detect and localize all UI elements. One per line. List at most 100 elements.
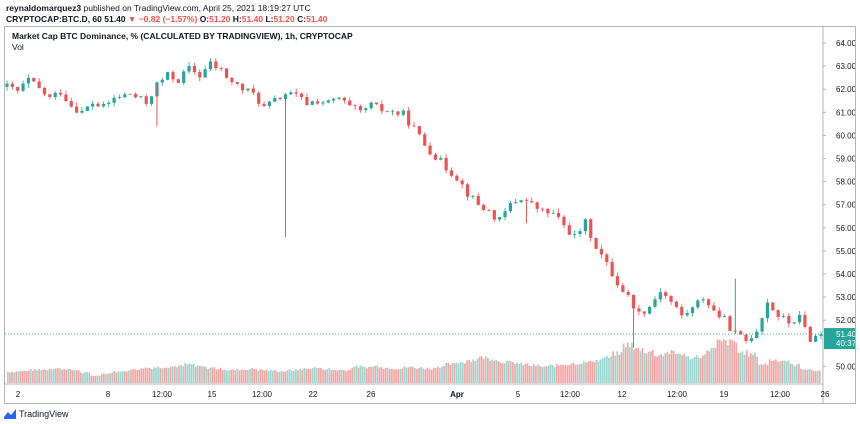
- volume-bar: [391, 368, 393, 383]
- volume-bar: [416, 368, 418, 383]
- candle-body: [107, 102, 111, 105]
- volume-bar: [136, 369, 139, 383]
- volume-bar: [155, 367, 157, 383]
- candle-body: [128, 93, 132, 95]
- symbol-info: CRYPTOCAP:BTC.D, 60 51.40 ▼ −0.82 (−1.57…: [6, 14, 327, 24]
- volume-bar: [608, 358, 610, 383]
- author-name[interactable]: reynaldomarquez3: [6, 3, 82, 13]
- candle-body: [176, 79, 180, 83]
- volume-bar: [365, 368, 368, 383]
- tradingview-brand[interactable]: TradingView: [19, 409, 69, 419]
- volume-bar: [86, 372, 88, 383]
- candle-body: [449, 170, 454, 176]
- volume-bar: [741, 351, 744, 383]
- volume-bar: [267, 371, 270, 383]
- volume-bar: [455, 362, 458, 383]
- volume-bar: [40, 370, 43, 383]
- candle-body: [739, 331, 743, 335]
- volume-bar: [330, 369, 333, 383]
- volume-bar: [182, 366, 185, 383]
- last-price-badge: [824, 328, 855, 350]
- volume-bar: [75, 370, 78, 383]
- candle-body: [358, 106, 363, 111]
- volume-bar: [414, 367, 416, 383]
- candle-body: [460, 180, 464, 185]
- volume-bar: [48, 368, 51, 383]
- volume-bar: [284, 371, 287, 383]
- volume-bar: [622, 343, 625, 383]
- candle-body: [492, 210, 496, 220]
- volume-bar: [547, 365, 550, 383]
- candle-body: [524, 200, 529, 202]
- volume-bar: [687, 356, 690, 383]
- volume-bar: [159, 367, 162, 383]
- volume-bar: [595, 359, 598, 383]
- volume-bar: [679, 354, 681, 383]
- candle-body: [75, 106, 79, 113]
- volume-bar: [355, 365, 358, 383]
- volume-bar: [21, 371, 24, 383]
- candle-body: [664, 292, 668, 296]
- volume-bar: [322, 369, 324, 383]
- x-tick-label: 12: [618, 390, 627, 399]
- volume-bar: [756, 356, 758, 383]
- volume-bar: [255, 369, 258, 383]
- volume-bar: [739, 352, 742, 383]
- candle-body: [69, 101, 73, 107]
- candle-body: [396, 111, 400, 115]
- candle-body: [444, 158, 448, 171]
- volume-bar: [810, 369, 813, 383]
- volume-bar: [683, 353, 685, 383]
- volume-bar: [591, 361, 594, 383]
- volume-bar: [178, 365, 180, 383]
- volume-bar: [269, 369, 272, 383]
- volume-bar: [708, 351, 710, 383]
- candle-body: [353, 105, 357, 107]
- volume-bar: [272, 370, 274, 383]
- candle-body: [669, 295, 673, 302]
- candle-body: [91, 103, 95, 107]
- volume-bar: [706, 350, 708, 383]
- candle-body: [326, 100, 330, 103]
- volume-bar: [219, 367, 222, 383]
- volume-bar: [476, 358, 479, 383]
- candle-body: [139, 96, 143, 98]
- x-tick-label: 19: [720, 390, 729, 399]
- price-chart[interactable]: 64.00 63.00 62.00 61.00 60.00 59.00 58.00 57.00…: [5, 27, 856, 404]
- volume-bar: [637, 347, 640, 383]
- volume-bar: [213, 367, 216, 383]
- volume-bar: [733, 341, 736, 383]
- volume-bar: [80, 372, 82, 383]
- volume-bar: [111, 372, 114, 383]
- volume-bar: [478, 357, 481, 383]
- candle-body: [605, 254, 609, 263]
- volume-bar: [232, 369, 235, 383]
- publish-info: reynaldomarquez3 published on TradingVie…: [6, 3, 311, 13]
- volume-bar: [374, 365, 377, 383]
- volume-bar: [620, 352, 623, 383]
- tradingview-logo-icon[interactable]: [4, 409, 16, 419]
- volume-bar: [328, 368, 331, 383]
- volume-bar: [73, 370, 76, 383]
- candle-body: [278, 97, 282, 100]
- volume-bar: [714, 348, 717, 383]
- volume-bar: [745, 350, 748, 383]
- volume-bar: [372, 366, 374, 383]
- volume-bar: [292, 370, 295, 383]
- y-tick-label: 64.00: [836, 39, 856, 48]
- volume-bar: [772, 360, 775, 383]
- volume-bar: [343, 370, 345, 383]
- volume-bar: [113, 370, 116, 383]
- candle-body: [5, 83, 9, 87]
- candle-body: [32, 78, 36, 82]
- volume-bar: [363, 367, 366, 383]
- volume-bar: [689, 359, 692, 383]
- x-tick-label: 12:00: [770, 390, 791, 399]
- chart-container[interactable]: 64.00 63.00 62.00 61.00 60.00 59.00 58.00 57.00…: [4, 26, 856, 404]
- volume-bar: [82, 373, 84, 383]
- volume-bar: [468, 359, 470, 383]
- volume-bar: [148, 367, 151, 383]
- y-tick-label: 53.00: [836, 293, 856, 302]
- candle-body: [401, 110, 405, 115]
- volume-bar: [88, 372, 91, 383]
